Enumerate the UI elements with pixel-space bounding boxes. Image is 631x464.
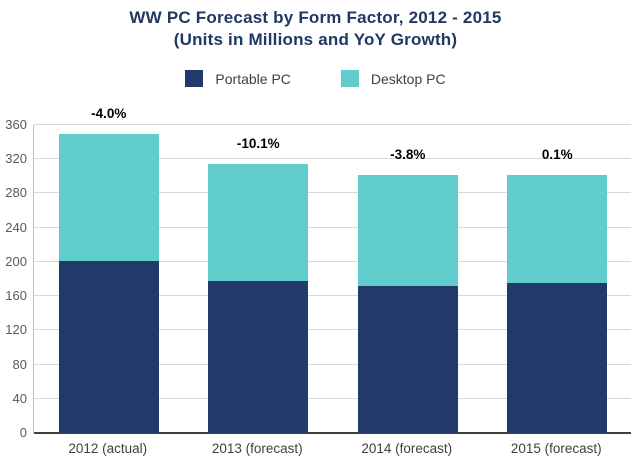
y-tick-label-240: 240 <box>5 219 27 235</box>
legend-label-portable: Portable PC <box>215 70 291 87</box>
chart-subtitle: (Units in Millions and YoY Growth) <box>173 30 458 49</box>
x-axis-label: 2014 (forecast) <box>361 441 453 456</box>
yoy-growth-label: -10.1% <box>236 136 280 152</box>
gridline-360 <box>34 124 631 125</box>
bar-group-2012: -4.0% <box>58 106 159 433</box>
y-tick-label-0: 0 <box>19 425 27 440</box>
y-tick-label-120: 120 <box>5 322 27 338</box>
y-tick-label-320: 320 <box>5 151 27 167</box>
y-tick-label-80: 80 <box>12 356 27 372</box>
gridline-320 <box>34 158 631 160</box>
x-axis-label: 2012 (actual) <box>68 441 148 456</box>
gridline-120 <box>34 329 631 331</box>
bar-segment-portable <box>208 280 309 433</box>
bar-segment-desktop <box>357 174 458 286</box>
y-tick-label-200: 200 <box>5 253 27 269</box>
gridline-240 <box>34 226 631 228</box>
x-axis-label: 2015 (forecast) <box>510 441 602 456</box>
gridline-280 <box>34 192 631 194</box>
bar-group-2013: -10.1% <box>208 136 309 433</box>
chart-title: WW PC Forecast by Form Factor, 2012 - 20… <box>129 8 502 27</box>
gridline-40 <box>34 397 631 399</box>
bar-segment-portable <box>357 285 458 433</box>
legend: Portable PC Desktop PC <box>0 70 631 87</box>
bar-group-2014: -3.8% <box>357 147 458 433</box>
x-axis-baseline <box>34 432 631 434</box>
legend-item-desktop: Desktop PC <box>340 70 446 87</box>
plot-area: -4.0% -10.1% -3.8% 0.1% <box>33 106 631 434</box>
bar-segment-desktop <box>507 174 608 284</box>
y-tick-label-40: 40 <box>12 390 27 406</box>
gridline-200 <box>34 260 631 262</box>
desktop-swatch-icon <box>340 70 359 87</box>
y-tick-label-160: 160 <box>5 288 27 304</box>
bar-segment-portable <box>507 283 608 433</box>
bar-segment-desktop <box>58 133 159 262</box>
x-axis-label: 2013 (forecast) <box>211 441 303 456</box>
bar-group-2015: 0.1% <box>507 147 608 433</box>
y-tick-label-360: 360 <box>5 117 27 132</box>
yoy-growth-label: -3.8% <box>390 146 426 162</box>
bar-segment-portable <box>58 261 159 433</box>
yoy-growth-label: -4.0% <box>91 105 127 121</box>
gridline-160 <box>34 295 631 297</box>
legend-label-desktop: Desktop PC <box>370 70 446 87</box>
yoy-growth-label: 0.1% <box>541 146 573 162</box>
portable-swatch-icon <box>185 70 204 87</box>
gridline-80 <box>34 363 631 365</box>
bar-segment-desktop <box>208 164 309 281</box>
y-tick-label-280: 280 <box>5 185 27 201</box>
legend-item-portable: Portable PC <box>185 70 291 87</box>
